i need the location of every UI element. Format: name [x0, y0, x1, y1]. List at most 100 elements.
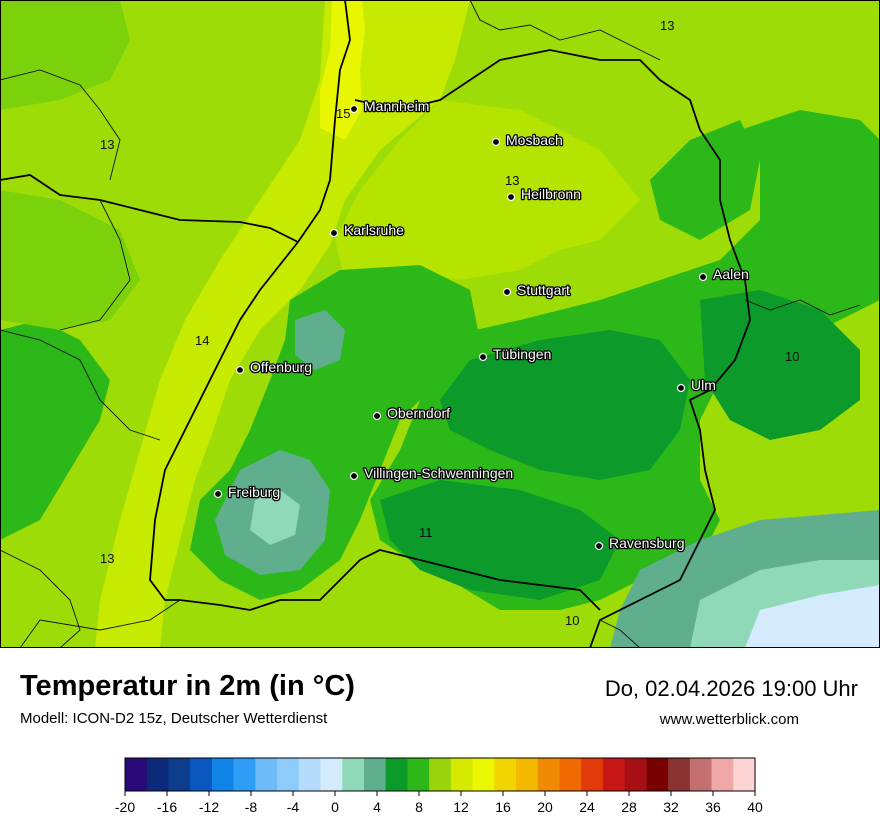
- cool-region-west: [0, 190, 140, 330]
- legend-swatch: [233, 758, 256, 791]
- city-karlsruhe[interactable]: Karlsruhe: [329, 221, 405, 239]
- legend-swatch: [298, 758, 321, 791]
- warm-region-rhine-valley: [95, 0, 470, 648]
- legend-swatch: [516, 758, 539, 791]
- legend-swatch: [646, 758, 669, 791]
- website-link[interactable]: www.wetterblick.com: [659, 711, 799, 728]
- isotherm-label: 10: [565, 613, 579, 628]
- legend-swatch: [363, 758, 387, 791]
- city-heilbronn[interactable]: Heilbronn: [506, 185, 582, 203]
- legend-swatch: [581, 758, 604, 791]
- legend-swatch: [211, 758, 235, 791]
- legend-swatch: [733, 758, 756, 791]
- city-markers: Mannheim Mosbach Heilbronn Karlsruhe Stu…: [213, 97, 750, 552]
- legend-tick-label: 12: [453, 799, 469, 815]
- legend-frame: [124, 757, 756, 792]
- city-label: Ulm: [691, 377, 716, 393]
- legend-tick-label: 4: [373, 799, 381, 815]
- map-title: Temperatur in 2m (in °C): [20, 670, 355, 702]
- legend-swatch: [429, 758, 452, 791]
- legend-tick-label: 20: [537, 799, 553, 815]
- isotherm-label: 13: [505, 173, 519, 188]
- isotherm-label: 14: [195, 333, 209, 348]
- legend-tick-label: -8: [245, 799, 258, 815]
- footer: Temperatur in 2m (in °C) Modell: ICON-D2…: [0, 648, 880, 830]
- temperature-map: 15 13 13 13 13 14 11 10 10 Mannheim Mosb…: [0, 0, 880, 649]
- forecast-datetime: Do, 02.04.2026 19:00 Uhr: [604, 676, 858, 701]
- legend-tick-label: -12: [199, 799, 219, 815]
- city-mosbach[interactable]: Mosbach: [491, 131, 564, 149]
- legend-tick-label: 40: [747, 799, 763, 815]
- legend-swatch: [494, 758, 517, 791]
- city-label: Stuttgart: [517, 282, 570, 298]
- city-villingen-schwenningen[interactable]: Villingen-Schwenningen: [349, 464, 514, 482]
- color-legend: -20 -16 -12 -8 -4 0 4 8 12 16 20 24 28 32 36 40: [0, 748, 880, 823]
- city-mannheim[interactable]: Mannheim: [349, 97, 431, 115]
- legend-swatch: [407, 758, 430, 791]
- city-oberndorf[interactable]: Oberndorf: [372, 404, 451, 422]
- city-offenburg[interactable]: Offenburg: [235, 358, 313, 376]
- legend-tick-label: -16: [157, 799, 177, 815]
- legend-swatch: [385, 758, 408, 791]
- cold-region-allgaeu-blue: [745, 585, 880, 648]
- legend-tick-label: 8: [415, 799, 423, 815]
- city-label: Aalen: [713, 266, 749, 282]
- legend-tick-label: 16: [495, 799, 511, 815]
- cold-core-east: [700, 290, 860, 440]
- isotherm-label: 10: [785, 349, 799, 364]
- city-label: Mosbach: [506, 132, 563, 148]
- city-label: Mannheim: [364, 98, 429, 114]
- isotherm-label: 15: [336, 106, 350, 121]
- cool-region-palatinate: [0, 320, 110, 540]
- city-ravensburg[interactable]: Ravensburg: [594, 534, 686, 552]
- city-stuttgart[interactable]: Stuttgart: [502, 281, 571, 299]
- cool-region-northwest: [0, 0, 130, 110]
- legend-tick-label: 28: [621, 799, 637, 815]
- legend-swatch: [125, 758, 148, 791]
- legend-swatch: [689, 758, 712, 791]
- city-tuebingen[interactable]: Tübingen: [478, 345, 553, 363]
- city-aalen[interactable]: Aalen: [698, 265, 750, 283]
- legend-swatch: [602, 758, 626, 791]
- legend-tick-label: 32: [663, 799, 679, 815]
- city-label: Freiburg: [228, 484, 280, 500]
- cold-region-hornisgrinde: [295, 310, 345, 370]
- legend-swatch: [559, 758, 582, 791]
- isotherm-label: 13: [100, 551, 114, 566]
- isotherm-label: 13: [100, 137, 114, 152]
- city-label: Villingen-Schwenningen: [364, 465, 513, 481]
- legend-tick-label: 36: [705, 799, 721, 815]
- isotherm-label: 11: [419, 525, 433, 540]
- legend-tick-label: -20: [115, 799, 135, 815]
- legend-swatch: [711, 758, 734, 791]
- model-info: Modell: ICON-D2 15z, Deutscher Wetterdie…: [20, 710, 328, 727]
- cold-core-south: [380, 480, 620, 600]
- city-freiburg[interactable]: Freiburg: [213, 483, 281, 501]
- city-label: Ravensburg: [609, 535, 685, 551]
- legend-tick-label: 24: [579, 799, 595, 815]
- state-borders: [0, 0, 751, 649]
- legend-swatch: [624, 758, 647, 791]
- legend-tick-label: 0: [331, 799, 339, 815]
- legend-swatch: [168, 758, 191, 791]
- city-label: Heilbronn: [521, 186, 581, 202]
- legend-swatch: [190, 758, 213, 791]
- legend-tick-label: -4: [287, 799, 300, 815]
- city-label: Tübingen: [493, 346, 551, 362]
- legend-swatch: [668, 758, 691, 791]
- city-ulm[interactable]: Ulm: [676, 376, 717, 394]
- legend-bar: -20 -16 -12 -8 -4 0 4 8 12 16 20 24 28 32 36 40: [115, 757, 763, 815]
- city-label: Karlsruhe: [344, 222, 404, 238]
- coldest-spot-feldberg: [250, 490, 300, 545]
- cool-region-odenwald: [650, 120, 760, 240]
- legend-swatch: [320, 758, 343, 791]
- cold-core-central: [440, 330, 690, 480]
- city-label: Oberndorf: [387, 405, 450, 421]
- legend-swatch: [146, 758, 169, 791]
- district-borders: [0, 0, 861, 649]
- isotherm-label: 13: [660, 18, 674, 33]
- legend-swatch: [255, 758, 278, 791]
- legend-swatch: [342, 758, 365, 791]
- legend-swatch: [537, 758, 560, 791]
- legend-swatch: [277, 758, 300, 791]
